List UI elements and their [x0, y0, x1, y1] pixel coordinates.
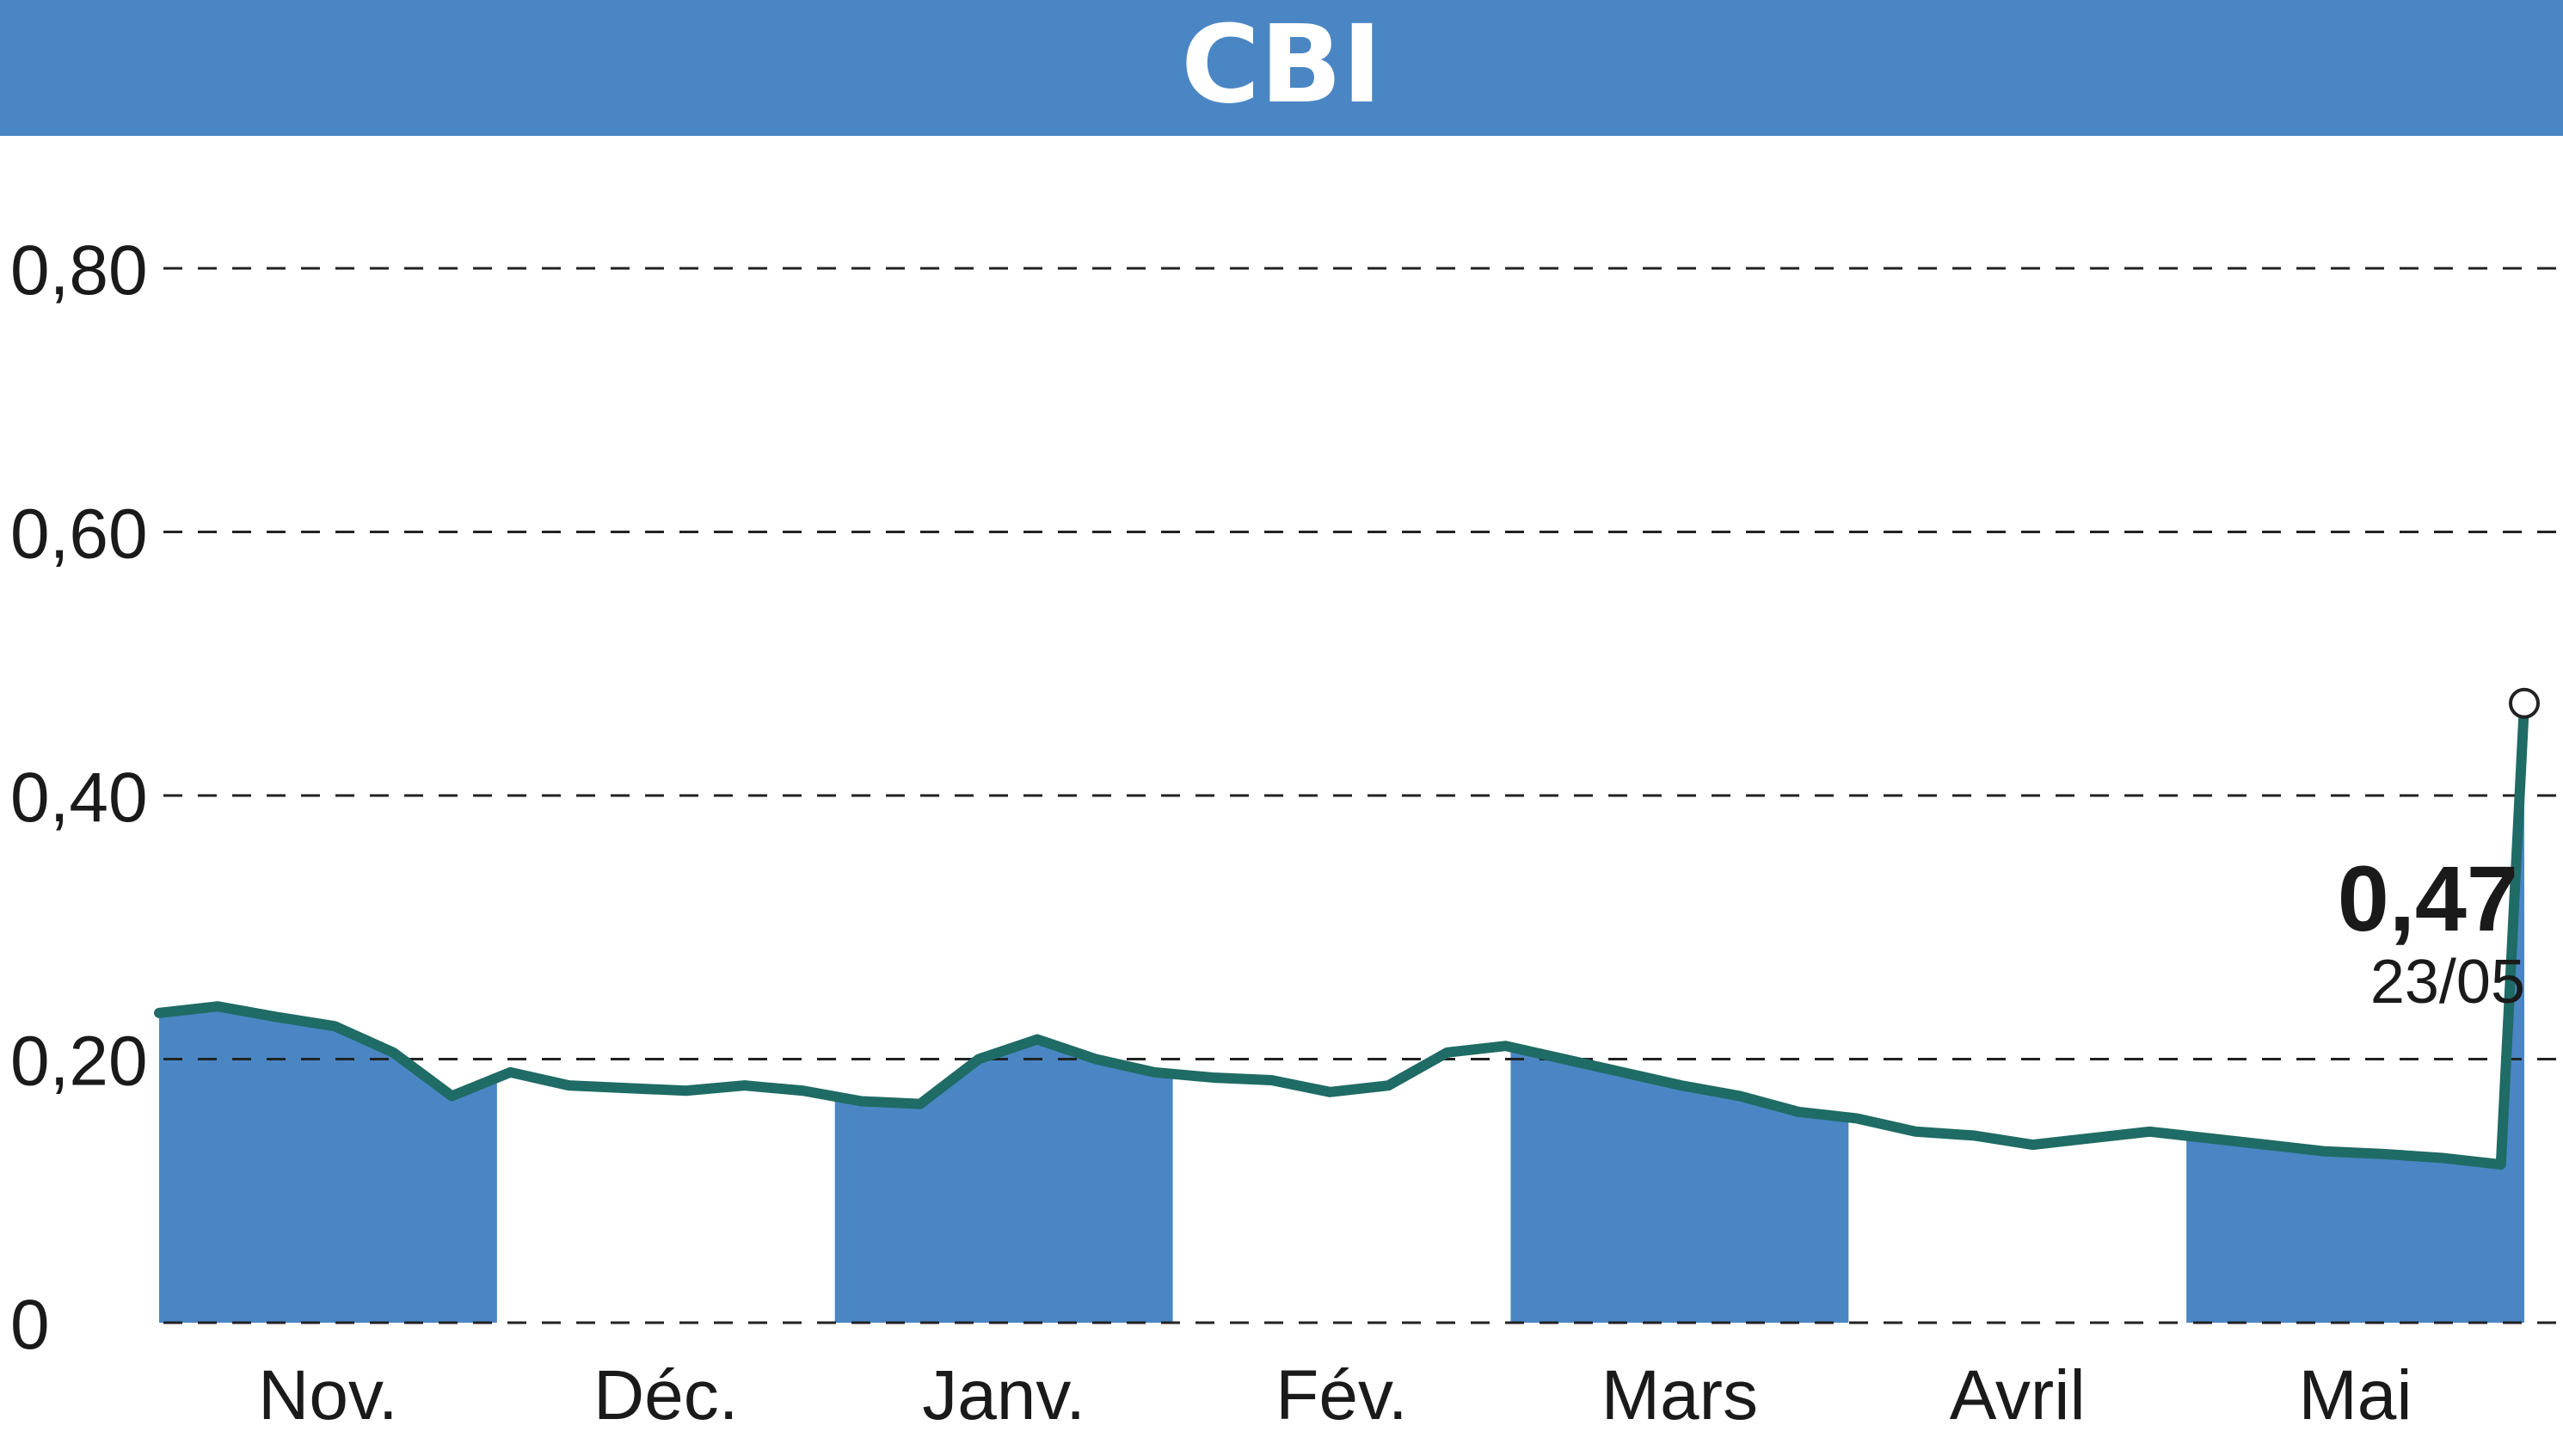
- y-tick-label: 0: [10, 1286, 50, 1364]
- x-tick-label: Mars: [1601, 1356, 1758, 1434]
- month-shade-4: [1510, 703, 1849, 1323]
- price-line: [154, 697, 2529, 1170]
- x-tick-label: Mai: [2299, 1356, 2412, 1434]
- month-shade-2: [834, 703, 1173, 1323]
- y-tick-label: 0,40: [10, 759, 148, 837]
- month-shade-0: [159, 703, 497, 1323]
- month-shading: [159, 703, 2524, 1323]
- x-tick-label: Fév.: [1275, 1356, 1407, 1434]
- x-tick-label: Janv.: [922, 1356, 1085, 1434]
- y-tick-label: 0,80: [10, 231, 148, 310]
- x-tick-label: Avril: [1950, 1356, 2086, 1434]
- chart-title: CBI: [1181, 3, 1382, 127]
- gridlines: [163, 267, 2563, 1324]
- last-date-label: 23/05: [2370, 948, 2525, 1017]
- x-tick-label: Nov.: [258, 1356, 398, 1434]
- y-axis: 0 0,20 0,40 0,60 0,80: [10, 231, 148, 1364]
- y-tick-label: 0,20: [10, 1023, 148, 1101]
- last-point-marker: [2509, 687, 2540, 719]
- last-value-label: 0,47: [2338, 846, 2518, 950]
- title-banner: [0, 0, 2563, 136]
- y-tick-label: 0,60: [10, 495, 148, 574]
- price-line-layer: [154, 687, 2540, 1170]
- x-tick-label: Déc.: [593, 1356, 739, 1434]
- x-axis: Nov. Déc. Janv. Fév. Mars Avril Mai: [258, 1356, 2412, 1434]
